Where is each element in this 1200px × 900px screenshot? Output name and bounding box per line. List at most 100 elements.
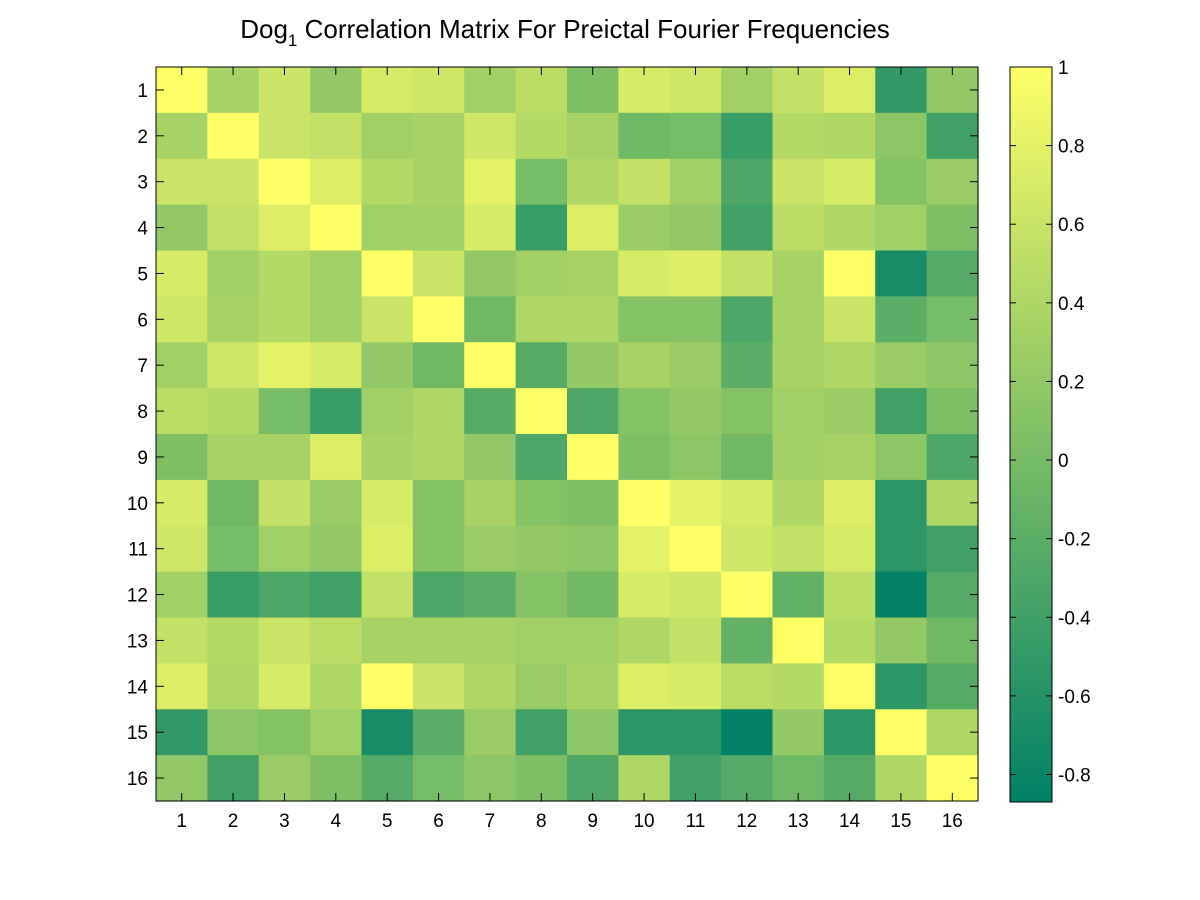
heatmap-cell-r9-c11 <box>669 434 722 481</box>
heatmap-cell-r9-c8 <box>515 434 568 481</box>
heatmap-cell-r10-c3 <box>258 479 311 527</box>
heatmap-cell-r5-c4 <box>310 250 363 297</box>
heatmap-cell-r12-c2 <box>207 571 260 619</box>
heatmap-cell-r2-c6 <box>412 112 465 160</box>
heatmap-cell-r3-c2 <box>207 158 260 206</box>
heatmap-cell-r10-c6 <box>412 479 465 527</box>
heatmap-cell-r9-c3 <box>258 434 311 481</box>
heatmap-cell-r14-c12 <box>721 663 774 710</box>
colorbar-tick-label: 0.2 <box>1058 372 1084 393</box>
heatmap-cell-r11-c11 <box>669 525 722 573</box>
heatmap-cell-r14-c1 <box>156 663 208 710</box>
heatmap-cell-r8-c10 <box>618 388 671 435</box>
y-tick-label: 14 <box>127 677 149 698</box>
heatmap-cell-r14-c5 <box>361 663 414 710</box>
heatmap-cell-r15-c4 <box>310 709 363 756</box>
heatmap-cell-r3-c5 <box>361 158 414 206</box>
heatmap-cell-r8-c14 <box>823 388 876 435</box>
y-tick-label: 12 <box>127 586 148 607</box>
heatmap-cell-r2-c5 <box>361 112 414 160</box>
x-tick-label: 9 <box>587 811 598 832</box>
heatmap-cell-r2-c15 <box>875 112 928 160</box>
heatmap-cell-r7-c3 <box>258 342 311 389</box>
colorbar-tick-label: -0.2 <box>1058 530 1091 551</box>
y-tick-label: 1 <box>137 81 148 102</box>
heatmap-cell-r15-c14 <box>823 709 876 756</box>
heatmap-cell-r3-c6 <box>412 158 465 206</box>
heatmap-cell-r5-c1 <box>156 250 208 297</box>
y-tick-label: 16 <box>127 769 148 790</box>
x-tick-label: 15 <box>890 811 911 832</box>
y-tick-label: 2 <box>137 127 148 148</box>
heatmap-cell-r4-c3 <box>258 204 311 252</box>
heatmap-cell-r14-c15 <box>875 663 928 710</box>
heatmap-cell-r11-c4 <box>310 525 363 573</box>
heatmap-cell-r3-c13 <box>772 158 825 206</box>
heatmap-cell-r5-c12 <box>721 250 774 297</box>
heatmap-cell-r10-c16 <box>926 479 979 527</box>
heatmap-cell-r4-c12 <box>721 204 774 252</box>
heatmap-cell-r8-c13 <box>772 388 825 435</box>
heatmap-cell-r10-c7 <box>464 479 517 527</box>
heatmap-cell-r8-c15 <box>875 388 928 435</box>
heatmap-cell-r10-c10 <box>618 479 671 527</box>
heatmap-cell-r11-c12 <box>721 525 774 573</box>
heatmap-cell-r3-c1 <box>156 158 208 206</box>
heatmap-cell-r7-c11 <box>669 342 722 389</box>
heatmap-cell-r5-c14 <box>823 250 876 297</box>
heatmap-cell-r4-c11 <box>669 204 722 252</box>
heatmap-cell-r2-c12 <box>721 112 774 160</box>
heatmap-cell-r14-c10 <box>618 663 671 710</box>
heatmap-cell-r10-c8 <box>515 479 568 527</box>
heatmap-cell-r5-c15 <box>875 250 928 297</box>
colorbar-gradient <box>1009 66 1053 803</box>
heatmap-cell-r6-c1 <box>156 296 208 343</box>
heatmap-cell-r11-c6 <box>412 525 465 573</box>
heatmap-cell-r12-c14 <box>823 571 876 619</box>
heatmap-cell-r12-c7 <box>464 571 517 619</box>
heatmap-cell-r5-c3 <box>258 250 311 297</box>
heatmap-cell-r10-c11 <box>669 479 722 527</box>
heatmap-cell-r14-c2 <box>207 663 260 710</box>
heatmap-cell-r3-c3 <box>258 158 311 206</box>
heatmap-cell-r6-c15 <box>875 296 928 343</box>
heatmap-cell-r4-c1 <box>156 204 208 252</box>
y-tick-label: 7 <box>137 356 148 377</box>
heatmap-cell-r4-c6 <box>412 204 465 252</box>
heatmap-cell-r4-c4 <box>310 204 363 252</box>
x-tick-label: 14 <box>839 811 861 832</box>
heatmap-cell-r5-c10 <box>618 250 671 297</box>
heatmap-cell-r15-c3 <box>258 709 311 756</box>
heatmap-cell-r8-c2 <box>207 388 260 435</box>
heatmap-cell-r14-c4 <box>310 663 363 710</box>
x-tick-label: 6 <box>433 811 444 832</box>
heatmap-cell-r12-c12 <box>721 571 774 619</box>
chart-title: Dog1 Correlation Matrix For Preictal Fou… <box>240 14 890 50</box>
heatmap-cell-r15-c9 <box>567 709 619 756</box>
heatmap-cell-r5-c11 <box>669 250 722 297</box>
heatmap-cell-r7-c1 <box>156 342 208 389</box>
heatmap-cell-r2-c11 <box>669 112 722 160</box>
heatmap-cell-r7-c8 <box>515 342 568 389</box>
heatmap-cell-r14-c8 <box>515 663 568 710</box>
heatmap-cell-r6-c3 <box>258 296 311 343</box>
x-tick-label: 10 <box>633 811 654 832</box>
heatmap-cell-r3-c8 <box>515 158 568 206</box>
heatmap-cell-r6-c10 <box>618 296 671 343</box>
heatmap-cell-r14-c7 <box>464 663 517 710</box>
heatmap-cell-r11-c3 <box>258 525 311 573</box>
heatmap-cell-r3-c10 <box>618 158 671 206</box>
heatmap-cell-r11-c1 <box>156 525 208 573</box>
heatmap-cells <box>156 67 979 802</box>
heatmap-cell-r4-c5 <box>361 204 414 252</box>
y-tick-label: 3 <box>137 173 148 194</box>
x-tick-label: 7 <box>485 811 496 832</box>
heatmap-cell-r9-c5 <box>361 434 414 481</box>
heatmap-cell-r6-c8 <box>515 296 568 343</box>
heatmap-cell-r9-c4 <box>310 434 363 481</box>
x-tick-label: 8 <box>536 811 547 832</box>
heatmap-cell-r13-c13 <box>772 617 825 664</box>
heatmap-cell-r10-c12 <box>721 479 774 527</box>
heatmap-cell-r3-c14 <box>823 158 876 206</box>
heatmap-cell-r10-c13 <box>772 479 825 527</box>
